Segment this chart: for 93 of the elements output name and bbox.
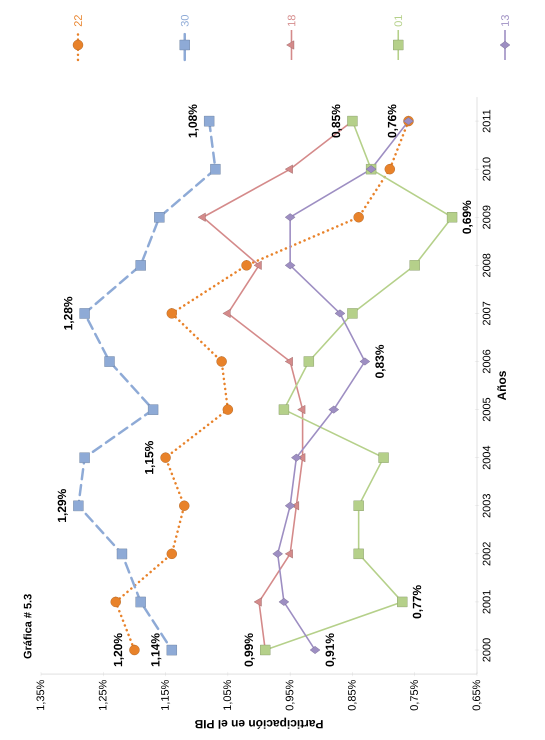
text: 22 [74, 15, 82, 26]
point [241, 260, 252, 271]
point [254, 597, 262, 606]
y-tick-label: 2002 [482, 542, 490, 566]
x-tick-label: 1,15% [161, 680, 170, 710]
point [110, 596, 121, 608]
data-label: 0,76% [388, 104, 398, 138]
point [135, 596, 146, 608]
point [116, 548, 128, 560]
y-tick-label: 2011 [482, 110, 490, 132]
point [384, 164, 395, 174]
x-tick-label: 1,05% [223, 680, 232, 710]
point [198, 212, 206, 222]
point [210, 164, 221, 174]
point [360, 358, 370, 366]
point [166, 548, 177, 560]
point [378, 452, 389, 463]
point [166, 644, 177, 656]
point [254, 260, 262, 270]
point [310, 646, 320, 654]
point [291, 454, 302, 462]
x-tick-label: 0,85% [348, 680, 357, 710]
point [397, 596, 408, 608]
data-label: 1,14% [151, 633, 162, 666]
data-label: 0,83% [375, 344, 386, 378]
y-tick-label: 2001 [482, 590, 490, 614]
data-label: 0,99% [244, 633, 255, 666]
point [166, 308, 177, 319]
point [135, 260, 146, 271]
y-tick-label: 2007 [482, 302, 490, 326]
x-tick-label: 0,75% [410, 680, 420, 710]
point [160, 452, 171, 463]
text: 01 [394, 15, 402, 26]
y-tick-label: 2000 [482, 638, 490, 662]
text: 30 [180, 15, 189, 26]
data-label: 0,85% [332, 104, 342, 138]
point [284, 164, 293, 174]
point [272, 550, 283, 558]
point [410, 260, 420, 271]
point [284, 549, 293, 558]
point [104, 356, 115, 367]
y-tick-label: 2008 [482, 254, 490, 277]
point [284, 213, 296, 222]
x-tick-label: 0,95% [286, 680, 295, 710]
point [304, 356, 314, 367]
point [446, 212, 458, 222]
point [222, 308, 231, 318]
data-label: 0,91% [326, 633, 336, 666]
data-label: 0,77% [412, 585, 423, 618]
data-label: 1,20% [114, 633, 124, 666]
point [79, 308, 90, 319]
point [284, 261, 296, 270]
point [278, 404, 290, 415]
data-label: 1,15% [144, 441, 156, 474]
point [222, 404, 234, 415]
point [179, 500, 190, 511]
x-axis-title: Participación en el PIB [195, 718, 323, 729]
point [260, 644, 270, 656]
point [216, 356, 227, 367]
point [154, 212, 165, 222]
x-tick-label: 0,65% [472, 680, 482, 710]
point [353, 548, 364, 560]
data-label: 1,08% [188, 104, 199, 138]
data-label: 1,29% [58, 489, 68, 522]
y-tick-label: 2010 [482, 157, 490, 181]
data-label: 0,69% [462, 200, 473, 234]
point [334, 309, 346, 318]
point [284, 502, 296, 510]
point [204, 116, 214, 126]
point [73, 500, 84, 511]
point [284, 356, 293, 366]
text: Gráfica # 5.3 [23, 594, 32, 659]
point [347, 308, 358, 319]
y-tick-label: 2006 [482, 350, 490, 374]
point [278, 598, 290, 606]
x-tick-label: 1,25% [98, 680, 108, 710]
x-tick-label: 1,35% [36, 680, 46, 710]
point [328, 406, 339, 414]
point [353, 212, 364, 222]
y-tick-label: 2003 [482, 494, 490, 518]
y-axis-title: Años [497, 371, 506, 400]
point [347, 116, 358, 126]
y-tick-label: 2005 [482, 398, 490, 422]
text: 18 [288, 15, 296, 26]
data-label: 1,28% [64, 296, 74, 330]
point [297, 405, 306, 414]
point [148, 404, 158, 415]
point [79, 452, 90, 463]
text: 13 [501, 15, 509, 26]
y-tick-label: 2009 [482, 206, 490, 229]
point [353, 500, 364, 511]
point [129, 644, 140, 656]
y-tick-label: 2004 [482, 446, 490, 470]
